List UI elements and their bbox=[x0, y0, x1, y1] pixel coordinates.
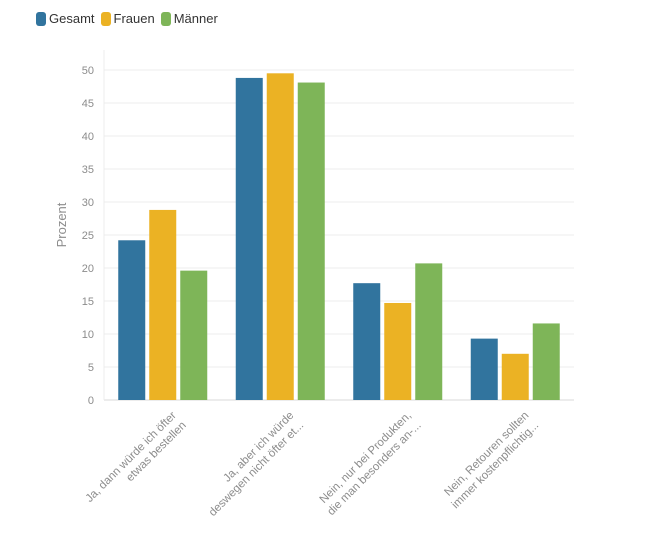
y-tick-label: 10 bbox=[82, 329, 94, 341]
y-tick-label: 30 bbox=[82, 197, 94, 209]
chart-legend: Gesamt Frauen Männer bbox=[36, 11, 218, 26]
x-category-label-line: deswegen nicht öfter et... bbox=[207, 420, 306, 519]
y-tick-label: 15 bbox=[82, 296, 94, 308]
legend-label: Gesamt bbox=[49, 11, 95, 26]
bar-frauen bbox=[501, 353, 529, 400]
bar-gesamt bbox=[118, 240, 146, 400]
legend-label: Frauen bbox=[113, 11, 155, 26]
bar-gesamt bbox=[235, 77, 263, 401]
y-tick-label: 20 bbox=[82, 263, 94, 275]
bar-gesamt bbox=[353, 283, 381, 400]
legend-item[interactable]: Gesamt bbox=[36, 11, 95, 26]
y-tick-label: 50 bbox=[82, 65, 94, 77]
legend-item[interactable]: Männer bbox=[160, 11, 218, 26]
x-category-label-line: Ja, dann würde ich öfter bbox=[84, 410, 179, 505]
y-tick-label: 25 bbox=[82, 230, 94, 242]
legend-label: Männer bbox=[173, 11, 218, 26]
x-category-label-line: immer kostenpflichtig... bbox=[450, 420, 542, 512]
legend-swatch bbox=[160, 11, 171, 26]
bar-männer bbox=[297, 82, 325, 400]
y-tick-label: 45 bbox=[82, 98, 94, 110]
y-tick-label: 0 bbox=[88, 395, 94, 407]
y-axis-title: Prozent bbox=[54, 202, 69, 247]
y-tick-label: 5 bbox=[88, 362, 94, 374]
bar-männer bbox=[415, 263, 443, 400]
bar-frauen bbox=[384, 302, 412, 400]
legend-swatch bbox=[36, 11, 46, 26]
y-tick-label: 35 bbox=[82, 164, 94, 176]
bar-gesamt bbox=[470, 338, 498, 400]
x-category-label-line: die man besonders an-... bbox=[325, 420, 423, 518]
x-category-label-line: Nein, nur bei Produkten, bbox=[318, 410, 414, 506]
legend-item[interactable]: Frauen bbox=[100, 11, 155, 26]
bar-frauen bbox=[149, 209, 177, 400]
bar-männer bbox=[532, 323, 560, 400]
x-category-label-line: Nein, Retouren sollten bbox=[442, 410, 531, 499]
bar-männer bbox=[180, 270, 208, 400]
y-tick-label: 40 bbox=[82, 131, 94, 143]
legend-swatch bbox=[100, 11, 111, 26]
x-category-label: Nein, nur bei Produkten,die man besonder… bbox=[318, 410, 424, 518]
bar-frauen bbox=[266, 73, 294, 401]
